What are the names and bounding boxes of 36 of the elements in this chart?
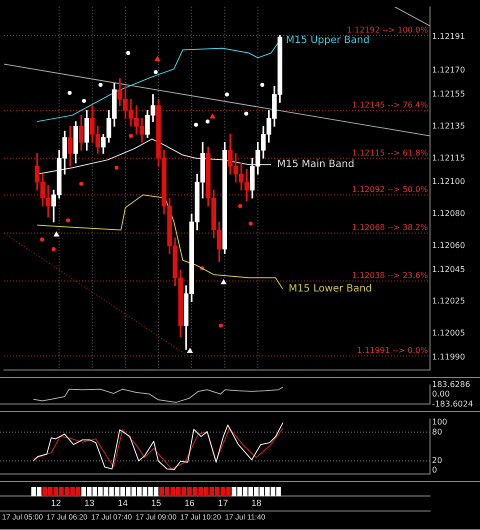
y-tick-label: 1.12191 (432, 32, 466, 42)
x2-tick-label: 18 (251, 498, 262, 508)
y-tick-label: 20 (432, 456, 442, 465)
x2-tick-label: 14 (118, 498, 128, 508)
y-tick-label: 1.12005 (432, 328, 466, 338)
y-tick-label: 1.12135 (432, 121, 466, 130)
series-label: M15 Upper Band (286, 34, 370, 46)
y-tick-label: 1.12170 (432, 66, 466, 75)
y-tick-label: 100 (432, 418, 448, 427)
ref-line-label: 1.12192 --> 100.0% (346, 26, 428, 35)
ref-line-label: 1.12038 --> 23.6% (352, 271, 428, 280)
y-tick-label: 183.6286 (432, 380, 470, 389)
x2-tick-label: 17 (218, 498, 228, 508)
x2-tick-label: 15 (151, 498, 162, 508)
y-tick-label: 1.12045 (432, 264, 466, 274)
y-tick-label: 1.12100 (432, 177, 466, 186)
ref-line-label: 1.12068 --> 38.2% (352, 223, 428, 232)
y-tick-label: 1.12025 (432, 296, 466, 306)
series-label: M15 Lower Band (288, 284, 372, 295)
x2-tick-label: 13 (84, 498, 94, 508)
ref-line-label: 1.12145 --> 76.4% (352, 100, 428, 110)
y-tick-label: 1.12080 (432, 209, 466, 218)
ref-line-label: 1.12115 --> 61.8% (352, 148, 428, 158)
y-tick-label: 1.12155 (432, 90, 466, 99)
y-tick-label: -183.6024 (432, 399, 474, 408)
y-tick-label: 1.11990 (432, 352, 466, 362)
ref-line-label: 1.12092 --> 50.0% (352, 184, 428, 194)
x2-tick-label: 12 (50, 498, 61, 508)
y-tick-label: 0.00 (432, 390, 450, 399)
y-tick-label: 1.12115 (432, 153, 466, 162)
y-tick-label: 80 (432, 427, 442, 436)
ref-line-label: 1.11991 --> 0.0% (357, 346, 428, 355)
y-tick-label: 1.12060 (432, 240, 466, 250)
series-label: M15 Main Band (277, 159, 354, 170)
x2-tick-label: 16 (184, 498, 195, 508)
y-tick-label: 0 (432, 465, 438, 474)
